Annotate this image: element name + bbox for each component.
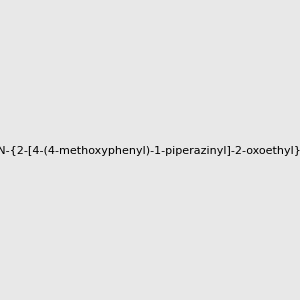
Text: N-(3-chlorophenyl)-N-{2-[4-(4-methoxyphenyl)-1-piperazinyl]-2-oxoethyl}benzenesu: N-(3-chlorophenyl)-N-{2-[4-(4-methoxyphe…	[0, 146, 300, 157]
